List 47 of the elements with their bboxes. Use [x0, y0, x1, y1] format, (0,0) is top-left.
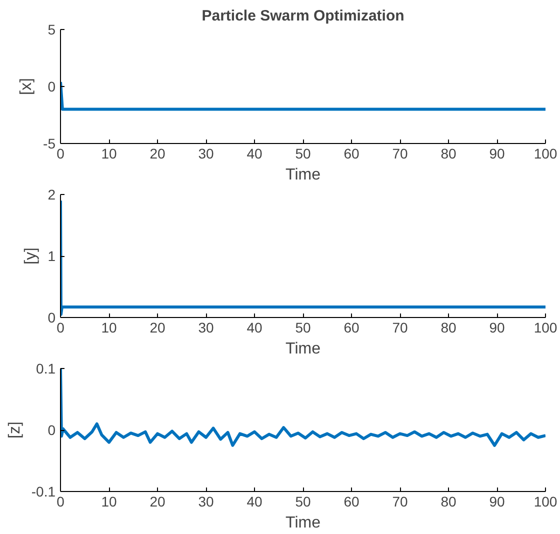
y-tick-label: 0 — [48, 78, 56, 94]
x-tick-label: 80 — [440, 146, 456, 162]
x-tick-label: 20 — [150, 494, 166, 510]
x-tick-label: 80 — [440, 320, 456, 336]
y-axis-title: [x] — [18, 78, 36, 95]
y-tick-label: -0.1 — [31, 484, 56, 500]
y-axis-title: [z] — [6, 422, 24, 438]
y-axis-title: [y] — [22, 248, 40, 264]
x-tick-label: 50 — [295, 494, 311, 510]
x-tick-label: 80 — [440, 494, 456, 510]
y-tick-label: 1 — [48, 248, 56, 264]
chart-title: Particle Swarm Optimization — [202, 8, 404, 24]
x-tick-label: 60 — [344, 320, 360, 336]
x-axis-title: Time — [286, 166, 321, 184]
y-tick-label: 0 — [48, 422, 56, 438]
x-tick-label: 90 — [489, 494, 505, 510]
x-tick-label: 100 — [534, 146, 558, 162]
y-tick-label: 2 — [48, 186, 56, 202]
x-tick-label: 50 — [295, 320, 311, 336]
x-axis-title: Time — [286, 514, 321, 532]
x-tick-label: 10 — [101, 320, 117, 336]
x-tick-label: 20 — [150, 146, 166, 162]
y-tick-label: 0 — [48, 310, 56, 326]
x-tick-label: 40 — [246, 494, 262, 510]
y-tick-label: 5 — [48, 22, 56, 38]
x-tick-label: 50 — [295, 146, 311, 162]
x-axis-title: Time — [286, 340, 321, 358]
line-series — [60, 368, 546, 447]
x-tick-label: 70 — [392, 320, 408, 336]
x-tick-label: 10 — [101, 146, 117, 162]
x-tick-label: 100 — [534, 494, 558, 510]
x-tick-label: 100 — [534, 320, 558, 336]
x-tick-label: 10 — [101, 494, 117, 510]
x-tick-label: 40 — [246, 320, 262, 336]
x-tick-label: 90 — [489, 320, 505, 336]
x-tick-label: 40 — [246, 146, 262, 162]
y-tick-label: 0.1 — [36, 360, 56, 376]
x-tick-label: 60 — [344, 146, 360, 162]
x-tick-label: 20 — [150, 320, 166, 336]
x-tick-label: 70 — [392, 494, 408, 510]
x-tick-label: 70 — [392, 146, 408, 162]
x-tick-label: 60 — [344, 494, 360, 510]
x-tick-label: 30 — [198, 320, 214, 336]
y-tick-label: -5 — [43, 136, 56, 152]
x-tick-label: 90 — [489, 146, 505, 162]
x-tick-label: 30 — [198, 146, 214, 162]
x-tick-label: 30 — [198, 494, 214, 510]
